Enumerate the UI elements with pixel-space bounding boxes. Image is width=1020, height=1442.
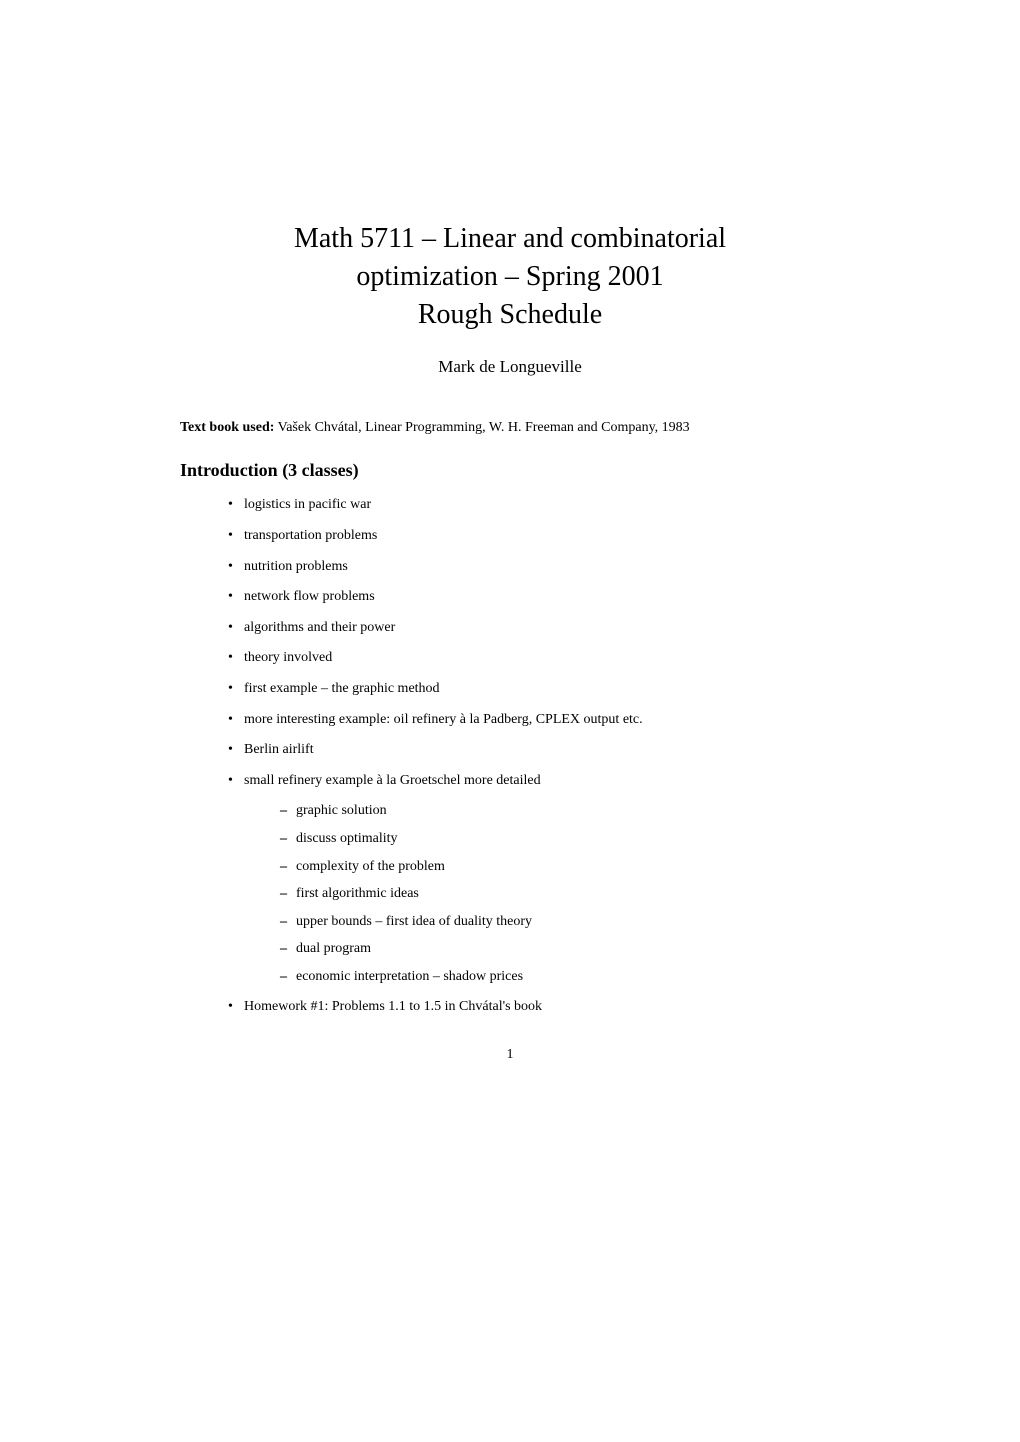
list-item: Berlin airlift: [228, 740, 840, 760]
section-heading: Introduction (3 classes): [180, 460, 840, 481]
list-item: first example – the graphic method: [228, 679, 840, 699]
list-item: Homework #1: Problems 1.1 to 1.5 in Chvá…: [228, 997, 840, 1017]
intro-list: logistics in pacific war transportation …: [180, 495, 840, 1017]
document-author: Mark de Longueville: [180, 357, 840, 377]
sub-list-item: discuss optimality: [280, 829, 840, 849]
list-item: network flow problems: [228, 587, 840, 607]
list-item: more interesting example: oil refinery à…: [228, 710, 840, 730]
sub-list-item: first algorithmic ideas: [280, 884, 840, 904]
list-item: logistics in pacific war: [228, 495, 840, 515]
document-title: Math 5711 – Linear and combinatorial opt…: [180, 220, 840, 333]
list-item: theory involved: [228, 648, 840, 668]
sub-list-item: graphic solution: [280, 801, 840, 821]
textbook-text: Vašek Chvátal, Linear Programming, W. H.…: [274, 420, 689, 435]
textbook-line: Text book used: Vašek Chvátal, Linear Pr…: [180, 417, 840, 438]
sub-list: graphic solution discuss optimality comp…: [244, 801, 840, 986]
list-item: algorithms and their power: [228, 618, 840, 638]
title-line-3: Rough Schedule: [418, 299, 602, 330]
list-item: transportation problems: [228, 526, 840, 546]
sub-list-item: dual program: [280, 939, 840, 959]
title-line-2: optimization – Spring 2001: [356, 261, 663, 292]
list-item: nutrition problems: [228, 557, 840, 577]
list-item: small refinery example à la Groetschel m…: [228, 771, 840, 987]
sub-list-item: upper bounds – first idea of duality the…: [280, 912, 840, 932]
sub-list-item: economic interpretation – shadow prices: [280, 967, 840, 987]
textbook-label: Text book used:: [180, 420, 274, 435]
sub-list-item: complexity of the problem: [280, 857, 840, 877]
page-number: 1: [180, 1047, 840, 1063]
title-line-1: Math 5711 – Linear and combinatorial: [294, 223, 726, 254]
